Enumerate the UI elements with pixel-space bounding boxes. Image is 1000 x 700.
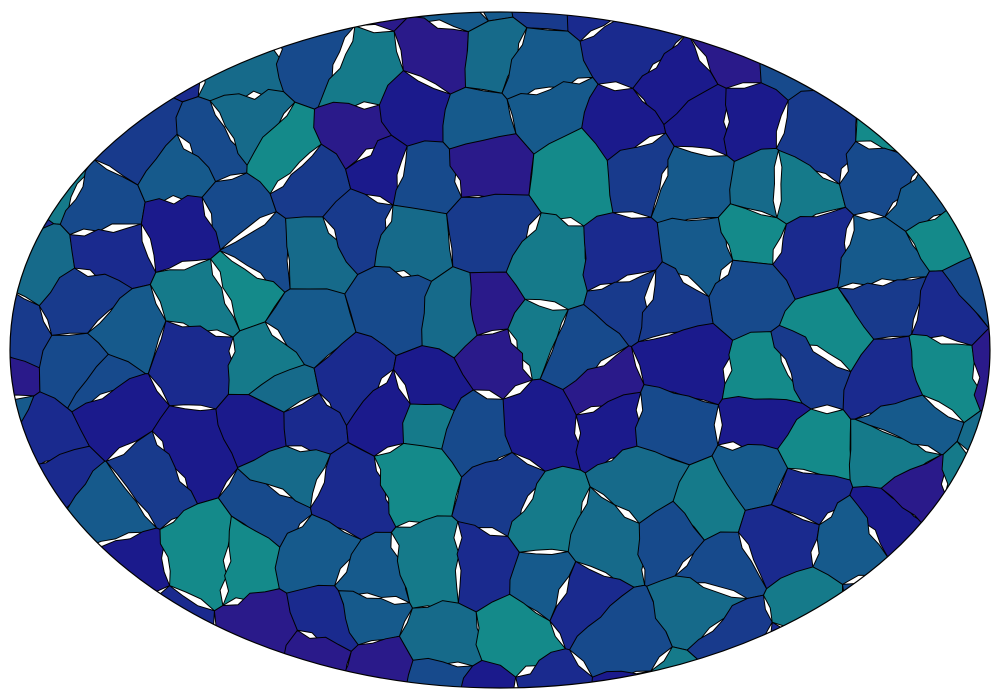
map-region <box>345 367 412 457</box>
map-region <box>891 12 990 166</box>
map-region <box>841 567 990 688</box>
map-region <box>345 134 408 206</box>
map-region <box>209 250 286 332</box>
map-region <box>816 12 990 109</box>
map-region <box>606 132 675 219</box>
map-region <box>398 600 485 667</box>
map-region <box>10 212 17 297</box>
map-region <box>10 345 41 401</box>
map-region <box>38 267 134 336</box>
map-region <box>759 12 824 101</box>
map-region <box>717 203 788 266</box>
map-region <box>674 531 768 600</box>
map-region <box>453 328 534 400</box>
map-region <box>977 216 990 289</box>
map-region <box>149 258 241 338</box>
map-region <box>219 211 291 293</box>
map-region <box>908 333 983 424</box>
map-outline <box>9 11 991 689</box>
map-region <box>711 443 789 511</box>
map-region <box>586 670 661 688</box>
map-region <box>71 373 171 462</box>
map-region <box>446 659 518 688</box>
map-region <box>236 445 332 509</box>
map-region <box>812 494 896 585</box>
map-region <box>405 657 474 688</box>
map-region <box>770 324 852 411</box>
map-region <box>685 12 833 43</box>
map-region <box>201 172 277 251</box>
map-region <box>646 575 749 651</box>
map-region <box>582 212 663 292</box>
map-region <box>10 12 91 177</box>
map-region <box>754 621 891 688</box>
map-region <box>941 440 990 633</box>
map-region <box>505 212 591 311</box>
map-region <box>971 315 990 412</box>
map-region <box>777 408 852 481</box>
map-region <box>140 194 221 274</box>
map-region <box>962 103 990 239</box>
map-region <box>695 660 776 688</box>
map-region <box>22 12 233 103</box>
map-region <box>656 216 734 298</box>
map-region <box>10 527 171 688</box>
map-region <box>855 86 914 157</box>
map-region <box>10 584 216 688</box>
